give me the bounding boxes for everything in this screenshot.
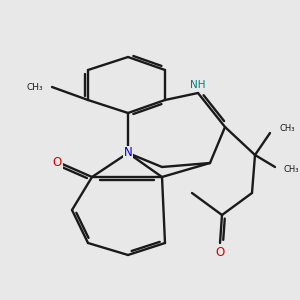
Text: O: O [52, 157, 62, 169]
Text: CH₃: CH₃ [279, 124, 295, 133]
Text: O: O [215, 245, 225, 259]
Text: NH: NH [190, 80, 206, 91]
Text: CH₃: CH₃ [26, 82, 43, 91]
Text: CH₃: CH₃ [284, 166, 299, 175]
Text: N: N [124, 146, 132, 160]
